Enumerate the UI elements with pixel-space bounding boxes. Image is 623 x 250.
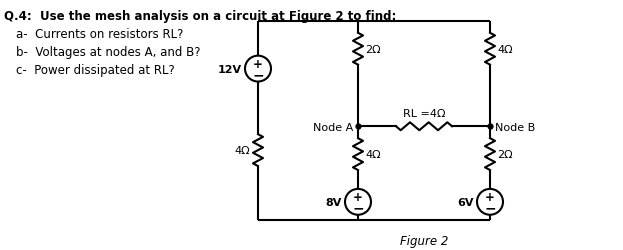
Text: +: + [353, 190, 363, 203]
Text: RL =4Ω: RL =4Ω [402, 109, 445, 119]
Text: −: − [252, 68, 264, 82]
Text: 4Ω: 4Ω [234, 146, 250, 156]
Text: 12V: 12V [218, 64, 242, 74]
Text: Figure 2: Figure 2 [400, 234, 448, 247]
Text: 2Ω: 2Ω [497, 150, 513, 160]
Text: 4Ω: 4Ω [497, 44, 513, 54]
Text: 4Ω: 4Ω [365, 150, 381, 160]
Text: 2Ω: 2Ω [365, 44, 381, 54]
Text: 6V: 6V [457, 197, 474, 207]
Text: Node A: Node A [313, 123, 353, 133]
Text: +: + [485, 190, 495, 203]
Text: Q.4:  Use the mesh analysis on a circuit at Figure 2 to find:: Q.4: Use the mesh analysis on a circuit … [4, 10, 396, 23]
Text: −: − [484, 201, 496, 215]
Text: −: − [352, 201, 364, 215]
Text: c-  Power dissipated at RL?: c- Power dissipated at RL? [16, 64, 174, 76]
Text: a-  Currents on resistors RL?: a- Currents on resistors RL? [16, 28, 183, 41]
Text: Node B: Node B [495, 123, 535, 133]
Text: +: + [253, 58, 263, 70]
Text: 8V: 8V [326, 197, 342, 207]
Text: b-  Voltages at nodes A, and B?: b- Voltages at nodes A, and B? [16, 46, 201, 59]
